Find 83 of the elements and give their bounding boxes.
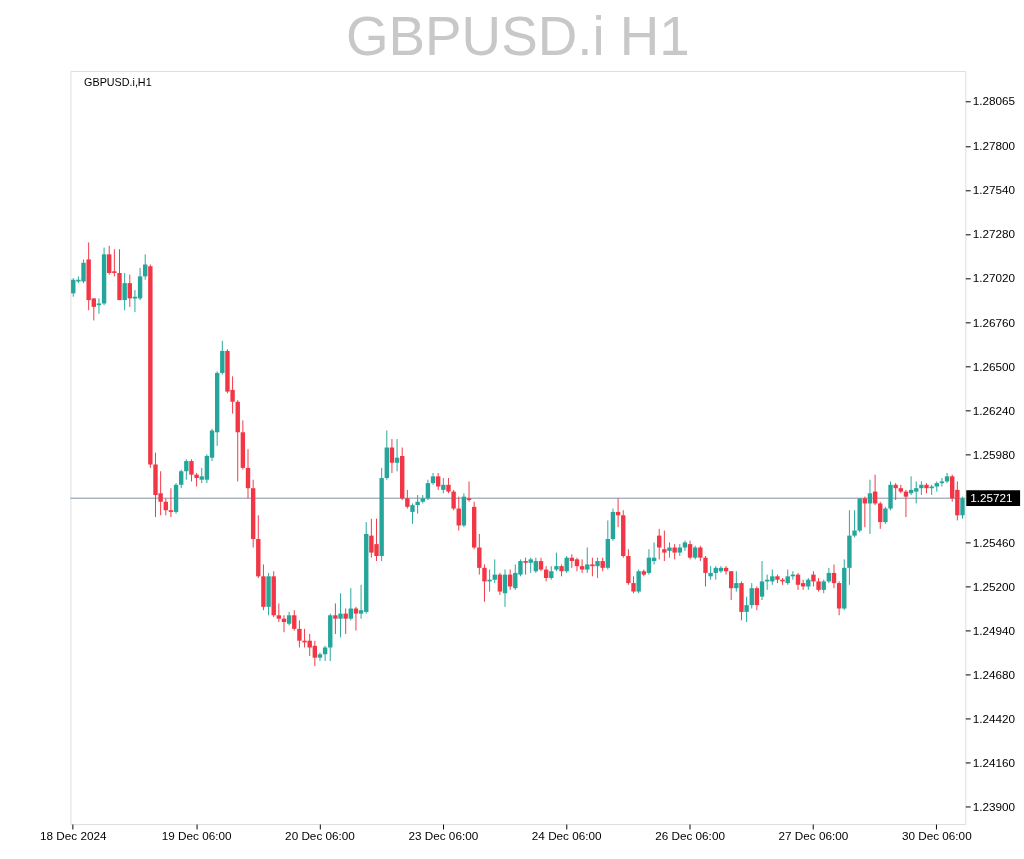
candlestick xyxy=(245,448,251,499)
candlestick xyxy=(574,557,580,572)
x-tick-label: 27 Dec 06:00 xyxy=(778,829,849,843)
y-tick-label: 1.26500 xyxy=(972,359,1016,373)
candlestick xyxy=(415,494,420,515)
candlestick xyxy=(636,569,641,594)
candlestick xyxy=(122,272,127,311)
annotation: GBPUSD.i,H1 xyxy=(84,75,152,88)
y-tick-label: 1.24680 xyxy=(972,668,1016,682)
candlestick xyxy=(590,557,595,577)
candlestick xyxy=(389,438,395,474)
candlestick xyxy=(903,489,909,518)
candlestick xyxy=(451,489,456,511)
candlestick xyxy=(477,533,482,576)
candlestick xyxy=(127,274,132,308)
candlestick xyxy=(662,530,667,562)
candlestick xyxy=(703,555,708,587)
candlestick xyxy=(276,602,282,623)
candlestick xyxy=(405,489,410,510)
candlestick xyxy=(178,469,184,489)
ref-line-label: 1.25721 xyxy=(970,491,1013,505)
candlestick xyxy=(878,501,883,530)
candlestick xyxy=(220,340,225,376)
candlestick xyxy=(322,645,328,662)
x-tick-label: 30 Dec 06:00 xyxy=(901,829,973,843)
candlestick xyxy=(554,552,559,572)
candlestick xyxy=(888,480,893,511)
candlestick xyxy=(595,557,600,579)
candlestick xyxy=(734,570,739,593)
candlestick xyxy=(862,496,868,528)
y-tick-label: 1.24940 xyxy=(972,623,1016,637)
candlestick xyxy=(687,540,693,560)
candlestick xyxy=(189,458,194,482)
candlestick xyxy=(482,563,487,603)
candlestick xyxy=(579,558,585,574)
candlestick xyxy=(657,528,662,560)
candlestick xyxy=(137,267,143,301)
y-tick-label: 1.23900 xyxy=(972,800,1016,814)
y-tick-label: 1.26240 xyxy=(972,403,1016,417)
candlestick xyxy=(492,558,497,584)
candlestick xyxy=(759,560,765,601)
x-tick-label: 20 Dec 06:00 xyxy=(285,829,356,843)
y-tick-label: 1.27800 xyxy=(972,139,1016,153)
candlestick xyxy=(394,438,400,472)
y-tick-label: 1.28065 xyxy=(972,94,1016,108)
y-tick-label: 1.24420 xyxy=(972,712,1016,726)
candlestick xyxy=(466,480,472,503)
candlestick xyxy=(96,297,102,315)
candlestick xyxy=(852,509,857,538)
y-tick-label: 1.27280 xyxy=(972,227,1016,241)
candlestick xyxy=(944,472,950,484)
candlestick xyxy=(585,547,590,574)
candlestick xyxy=(497,572,503,596)
candlestick xyxy=(749,582,754,610)
x-tick-label: 24 Dec 06:00 xyxy=(531,829,603,843)
x-tick-label: 19 Dec 06:00 xyxy=(161,829,232,843)
y-tick-label: 1.26760 xyxy=(972,315,1016,329)
candlestick xyxy=(646,548,652,576)
candlestick xyxy=(333,602,338,635)
candlestick xyxy=(353,606,359,632)
y-tick-label: 1.27020 xyxy=(972,271,1016,285)
candlestick xyxy=(939,477,945,487)
y-tick-label: 1.25460 xyxy=(972,535,1016,549)
candlestick xyxy=(317,652,323,662)
candlestick xyxy=(744,596,749,623)
y-tick-label: 1.25980 xyxy=(972,447,1016,461)
candlestick xyxy=(754,586,760,611)
x-tick-label: 23 Dec 06:00 xyxy=(408,829,479,843)
candlestick xyxy=(425,479,431,501)
candlestick xyxy=(184,458,189,481)
candlestick xyxy=(960,496,965,520)
x-tick-label: 18 Dec 2024 xyxy=(40,829,107,843)
candlestick xyxy=(343,608,348,635)
y-tick-label: 1.27540 xyxy=(972,183,1016,197)
candlestick xyxy=(410,502,415,525)
candlestick xyxy=(292,609,297,632)
candlestick xyxy=(168,487,174,518)
y-tick-label: 1.25200 xyxy=(972,579,1016,593)
candlestick xyxy=(728,570,734,601)
y-tick-label: 1.24160 xyxy=(972,756,1016,770)
candlestick xyxy=(338,592,343,638)
x-tick-label: 26 Dec 06:00 xyxy=(655,829,726,843)
candlestick xyxy=(297,619,302,648)
